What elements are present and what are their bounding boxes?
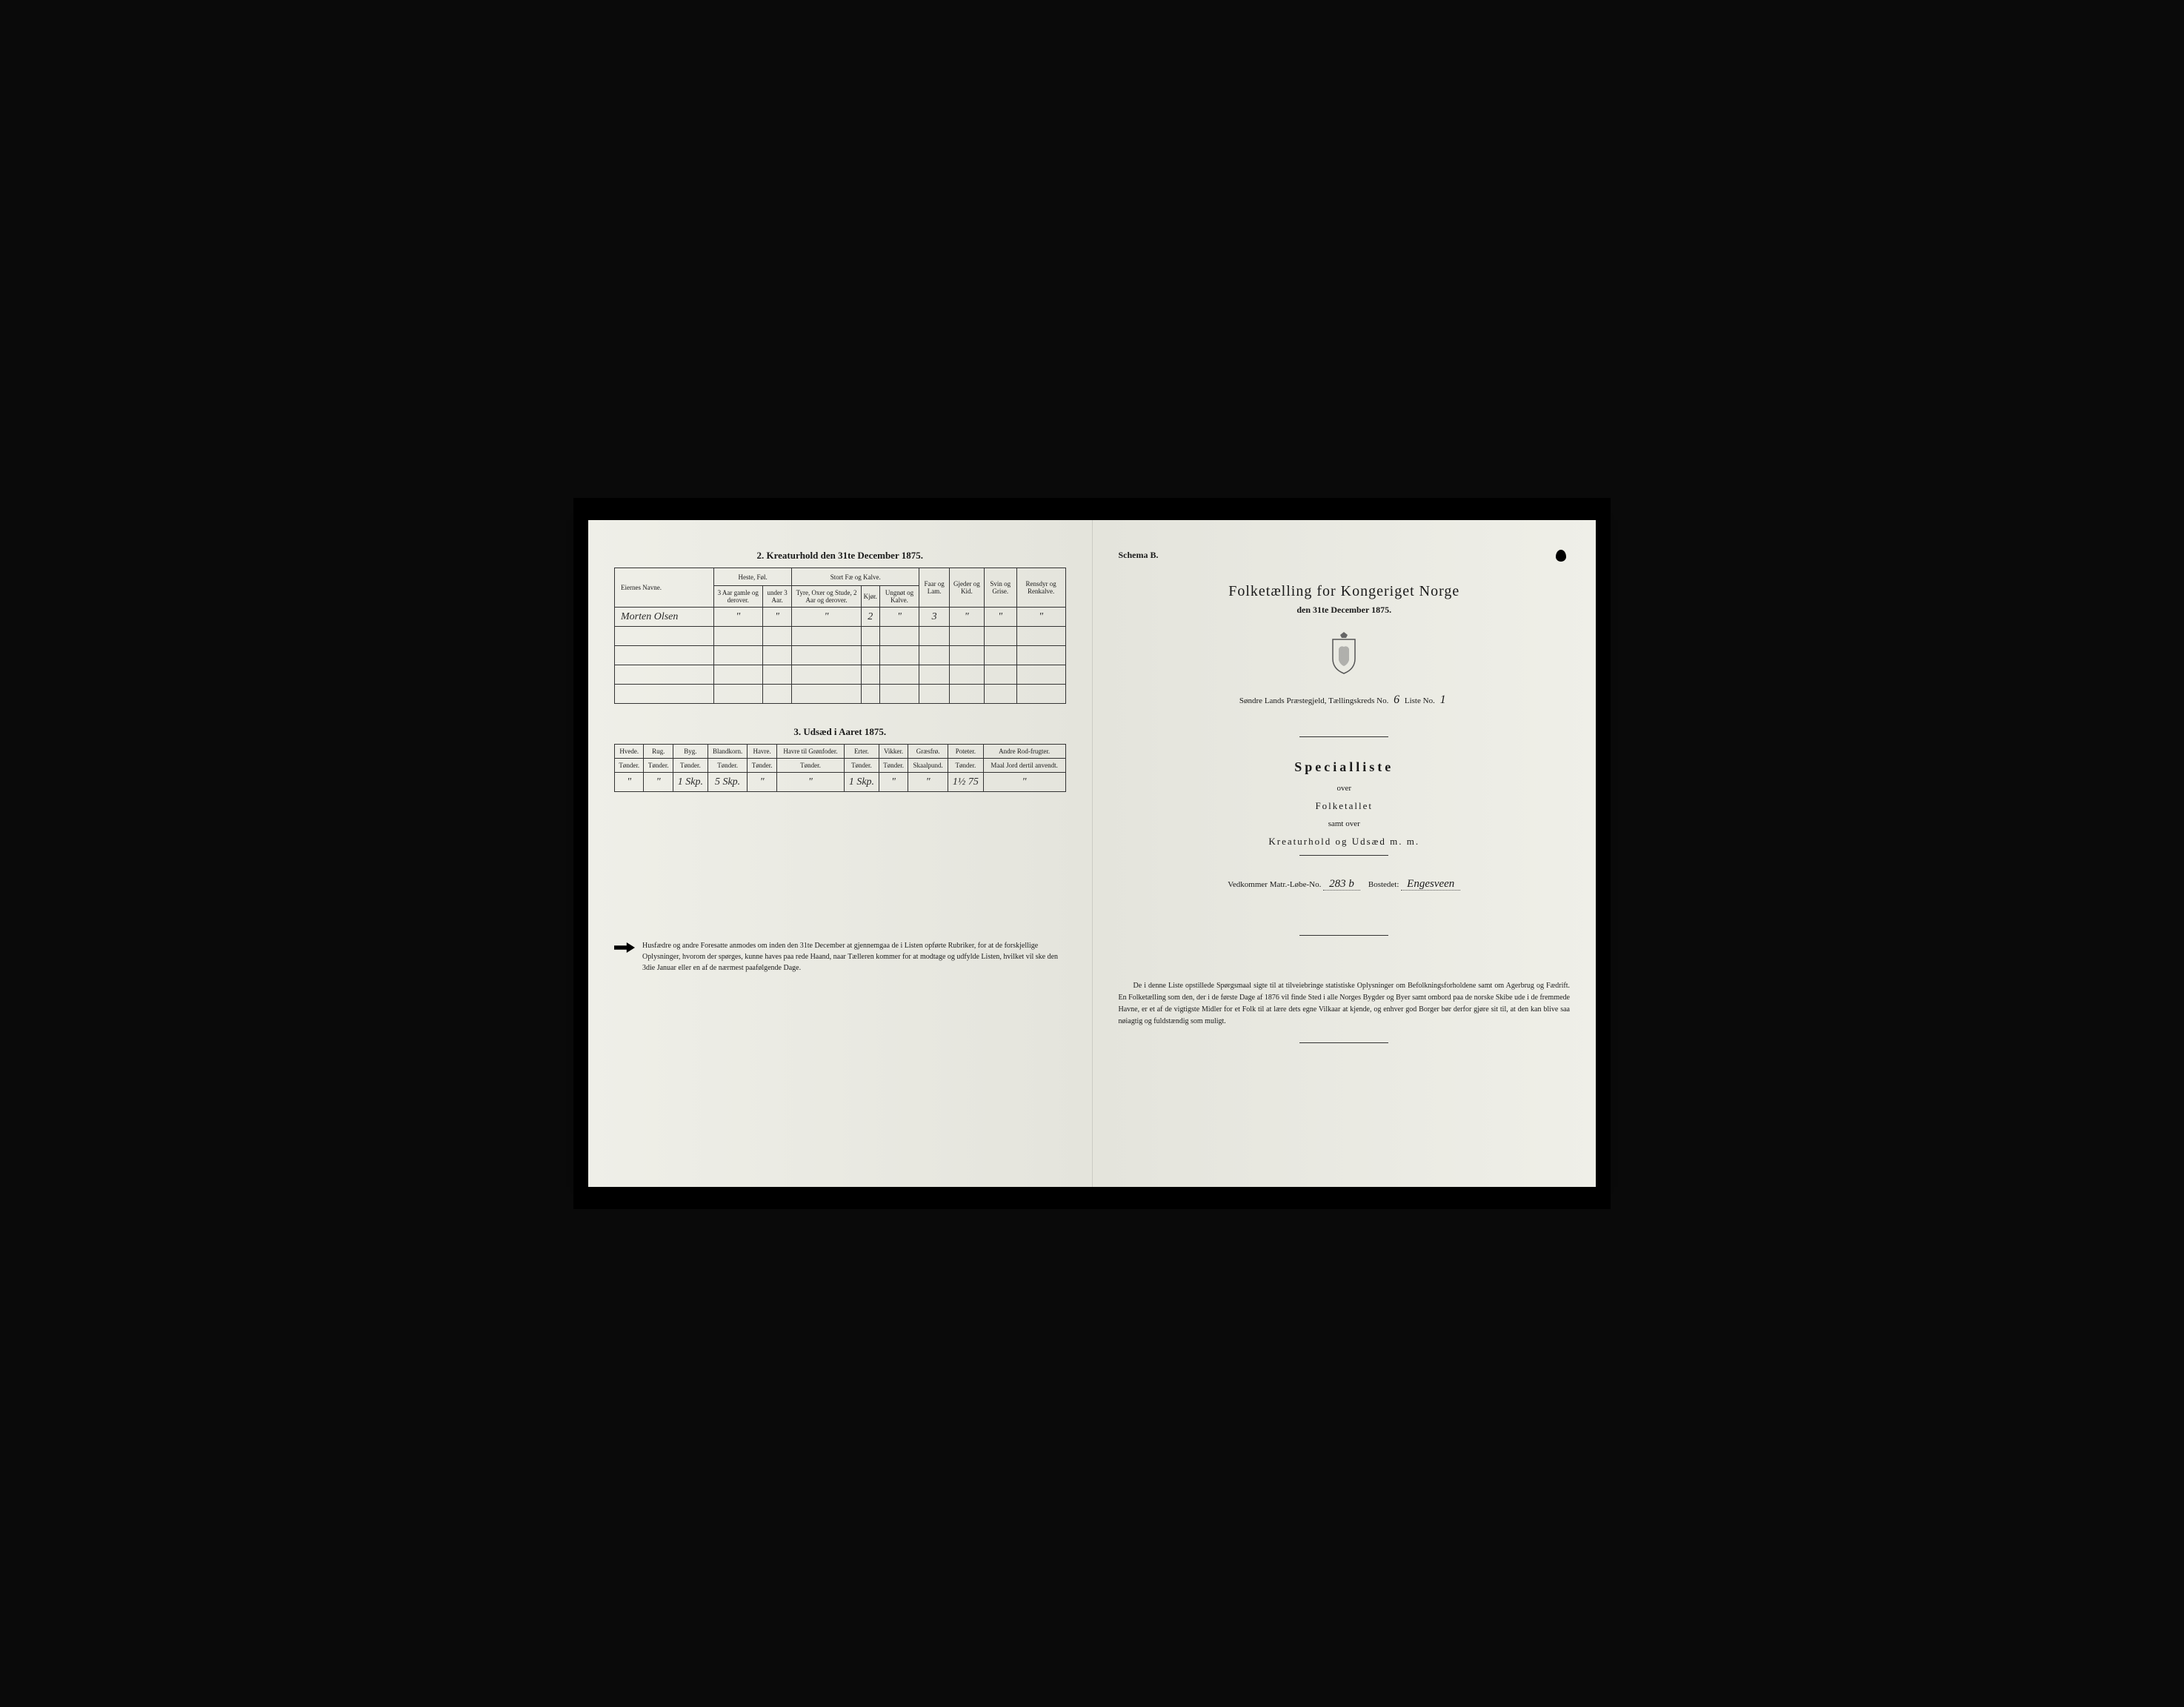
th-unit: Tønder.	[615, 759, 644, 773]
table-row	[615, 665, 1066, 685]
liste-label: Liste No.	[1405, 696, 1435, 705]
section3-title: 3. Udsæd i Aaret 1875.	[614, 726, 1066, 738]
matr-line: Vedkommer Matr.-Løbe-No. 283 b Bostedet:…	[1119, 878, 1571, 891]
cell: "	[644, 773, 673, 792]
th-havre-gron: Havre til Grønfoder.	[776, 745, 844, 759]
th-ren: Rensdyr og Renkalve.	[1016, 568, 1065, 608]
footnote: Husfædre og andre Foresatte anmodes om i…	[614, 940, 1066, 974]
meta-line: Søndre Lands Præstegjeld, Tællingskreds …	[1119, 693, 1571, 707]
divider	[1299, 736, 1388, 737]
th-heste-group: Heste, Føl.	[713, 568, 792, 586]
th-hvede: Hvede.	[615, 745, 644, 759]
bosted: Engesveen	[1401, 878, 1460, 891]
th-unit: Tønder.	[776, 759, 844, 773]
cell: "	[792, 608, 861, 627]
table-row: Morten Olsen " " " 2 " 3 " " "	[615, 608, 1066, 627]
th-svin: Svin og Grise.	[984, 568, 1016, 608]
divider	[1299, 1042, 1388, 1043]
cell: "	[776, 773, 844, 792]
left-page: 2. Kreaturhold den 31te December 1875. E…	[588, 520, 1093, 1187]
table-row	[615, 646, 1066, 665]
th-gjeder: Gjeder og Kid.	[950, 568, 985, 608]
cell: "	[983, 773, 1065, 792]
th-erter: Erter.	[845, 745, 879, 759]
th-byg: Byg.	[673, 745, 708, 759]
th-unit: Tønder.	[708, 759, 748, 773]
kreds-no: 6	[1394, 693, 1399, 706]
cell: "	[615, 773, 644, 792]
cell: 5 Skp.	[708, 773, 748, 792]
th-unit: Tønder.	[673, 759, 708, 773]
schema-label: Schema B.	[1119, 550, 1571, 561]
cell: 1 Skp.	[673, 773, 708, 792]
th-andre: Andre Rod-frugter.	[983, 745, 1065, 759]
divider	[1299, 935, 1388, 936]
th-unit: Tønder.	[644, 759, 673, 773]
samt-label: samt over	[1119, 819, 1571, 828]
th-unit: Tønder.	[845, 759, 879, 773]
th-vikker: Vikker.	[879, 745, 908, 759]
cell: "	[762, 608, 792, 627]
cell: 1½ 75	[948, 773, 983, 792]
cell: "	[984, 608, 1016, 627]
cell: "	[1016, 608, 1065, 627]
th-unit: Tønder.	[879, 759, 908, 773]
divider	[1299, 855, 1388, 856]
th-graes: Græsfrø.	[908, 745, 948, 759]
th-heste-a: 3 Aar gamle og derover.	[713, 586, 762, 608]
matr-no: 283 b	[1323, 878, 1360, 891]
cell: "	[879, 608, 919, 627]
th-rug: Rug.	[644, 745, 673, 759]
th-unit: Skaalpund.	[908, 759, 948, 773]
th-stort-c: Ungnøt og Kalve.	[879, 586, 919, 608]
liste-no: 1	[1440, 693, 1446, 706]
th-unit: Maal Jord dertil anvendt.	[983, 759, 1065, 773]
cell: 3	[919, 608, 950, 627]
bottom-paragraph: De i denne Liste opstillede Spørgsmaal s…	[1119, 980, 1571, 1028]
over-label: over	[1119, 784, 1571, 793]
th-stort-a: Tyre, Oxer og Stude, 2 Aar og derover.	[792, 586, 861, 608]
cell: 2	[861, 608, 879, 627]
specialliste-title: Specialliste	[1119, 759, 1571, 775]
cell-name: Morten Olsen	[615, 608, 714, 627]
pointer-icon	[614, 942, 635, 953]
section2-title: 2. Kreaturhold den 31te December 1875.	[614, 550, 1066, 562]
th-faar: Faar og Lam.	[919, 568, 950, 608]
sub-title: den 31te December 1875.	[1119, 605, 1571, 616]
th-stort-group: Stort Fæ og Kalve.	[792, 568, 919, 586]
cell: "	[908, 773, 948, 792]
th-unit: Tønder.	[748, 759, 776, 773]
cell: "	[713, 608, 762, 627]
th-stort-b: Kjør.	[861, 586, 879, 608]
table-row	[615, 685, 1066, 704]
cell: "	[748, 773, 776, 792]
matr-label-a: Vedkommer Matr.-Løbe-No.	[1228, 880, 1321, 889]
cell: 1 Skp.	[845, 773, 879, 792]
cell: "	[950, 608, 985, 627]
parish-label: Søndre Lands Præstegjeld, Tællingskreds …	[1239, 696, 1388, 705]
th-heste-b: under 3 Aar.	[762, 586, 792, 608]
cell: "	[879, 773, 908, 792]
main-title: Folketælling for Kongeriget Norge	[1119, 583, 1571, 600]
ink-mark-icon	[1556, 550, 1566, 562]
kreaturhold-table: Eiernes Navne. Heste, Føl. Stort Fæ og K…	[614, 568, 1066, 704]
th-bland: Blandkorn.	[708, 745, 748, 759]
th-unit: Tønder.	[948, 759, 983, 773]
footnote-text: Husfædre og andre Foresatte anmodes om i…	[642, 940, 1066, 974]
scan-frame: 2. Kreaturhold den 31te December 1875. E…	[573, 498, 1611, 1209]
kreatur-label: Kreaturhold og Udsæd m. m.	[1119, 836, 1571, 848]
right-page: Schema B. Folketælling for Kongeriget No…	[1093, 520, 1597, 1187]
table-row: " " 1 Skp. 5 Skp. " " 1 Skp. " " 1½ 75 "	[615, 773, 1066, 792]
table-row	[615, 627, 1066, 646]
th-name: Eiernes Navne.	[615, 568, 714, 608]
coat-of-arms-icon	[1325, 630, 1362, 675]
page-spread: 2. Kreaturhold den 31te December 1875. E…	[588, 520, 1596, 1187]
th-havre: Havre.	[748, 745, 776, 759]
th-poteter: Poteter.	[948, 745, 983, 759]
udsaed-table: Hvede. Rug. Byg. Blandkorn. Havre. Havre…	[614, 744, 1066, 792]
folketallet-label: Folketallet	[1119, 800, 1571, 812]
matr-label-b: Bostedet:	[1368, 880, 1399, 889]
